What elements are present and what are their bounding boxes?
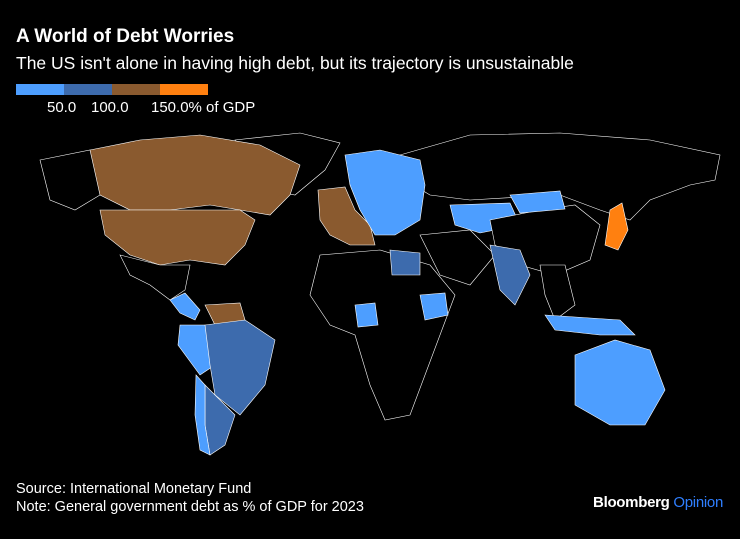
- region-europe-north-east: [344, 149, 426, 236]
- region-india: [489, 244, 531, 306]
- region-africa: [309, 249, 456, 421]
- region-russia: [399, 132, 721, 221]
- region-indonesia: [544, 314, 636, 336]
- region-southeast-asia: [539, 264, 576, 321]
- chart-subtitle: The US isn't alone in having high debt, …: [16, 53, 574, 73]
- legend-bar: [16, 84, 316, 95]
- world-map: [39, 132, 721, 456]
- footnote: Note: General government debt as % of GD…: [16, 499, 364, 515]
- legend-swatch-1: [16, 84, 64, 95]
- region-alaska: [39, 149, 101, 211]
- bloomberg-opinion-logo: Bloomberg Opinion: [593, 494, 723, 511]
- region-canada: [79, 134, 301, 216]
- region-japan: [604, 202, 629, 251]
- region-middle-east: [419, 229, 496, 286]
- legend-swatch-2: [64, 84, 112, 95]
- region-chile: [194, 374, 211, 456]
- region-egypt: [389, 249, 421, 276]
- region-australia: [574, 339, 666, 426]
- legend-swatch-3: [112, 84, 160, 95]
- legend-label: 100.0: [91, 99, 129, 116]
- legend-label: 50.0: [47, 99, 77, 116]
- region-nigeria: [354, 302, 379, 328]
- legend: 50.0 100.0 150.0% of GDP: [16, 84, 316, 119]
- region-peru: [177, 324, 216, 376]
- region-brazil: [204, 319, 276, 416]
- region-mexico: [119, 254, 191, 301]
- chart-title: A World of Debt Worries: [16, 26, 235, 47]
- source-note: Source: International Monetary Fund: [16, 481, 252, 497]
- legend-swatch-4: [160, 84, 208, 95]
- region-mongolia: [509, 190, 566, 214]
- region-europe-west: [317, 186, 376, 246]
- region-central-america: [169, 292, 201, 321]
- legend-label: 150.0% of GDP: [151, 99, 256, 116]
- region-united-states: [99, 209, 256, 266]
- region-ethiopia: [419, 292, 449, 321]
